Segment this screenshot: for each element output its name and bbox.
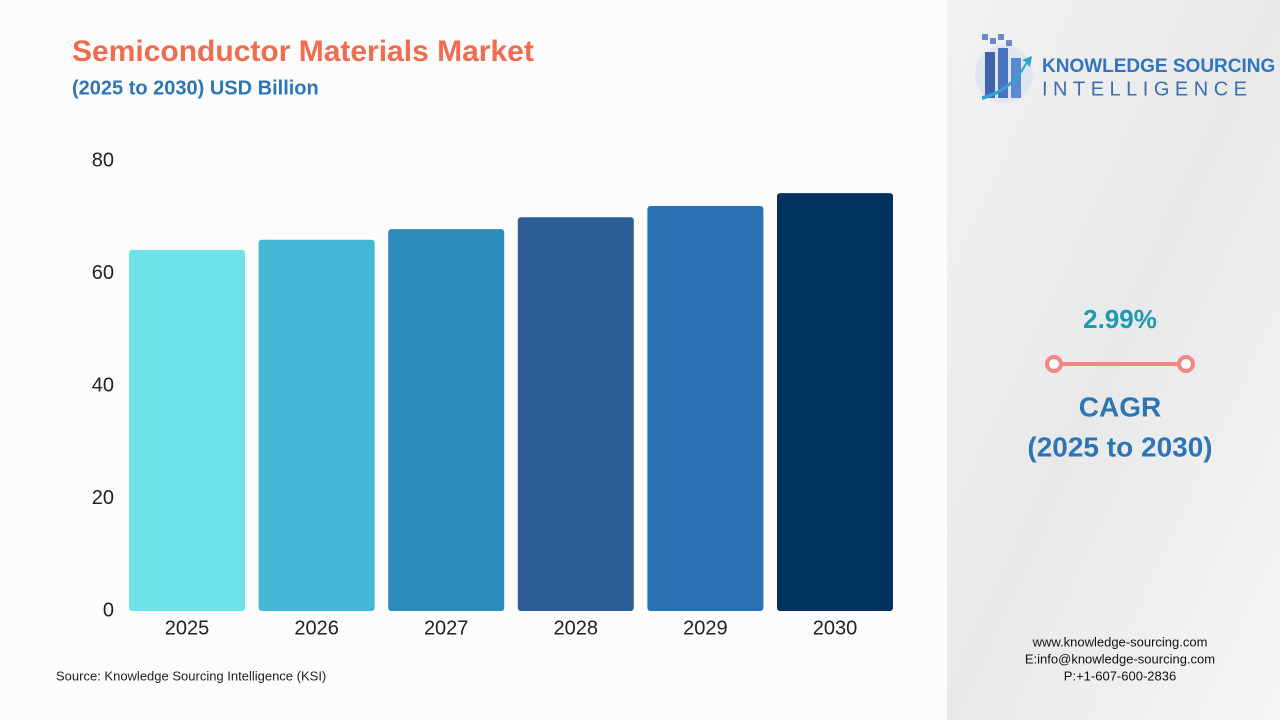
- contact-email: E:info@knowledge-sourcing.com: [1025, 651, 1215, 666]
- y-tick-label: 0: [103, 599, 114, 621]
- connector: [1045, 355, 1195, 373]
- x-tick-label: 2026: [294, 617, 339, 639]
- bar: [777, 193, 893, 611]
- bar: [388, 229, 505, 611]
- bar: [647, 206, 764, 611]
- side-panel: [947, 0, 1280, 720]
- brand-subname: INTELLIGENCE: [1042, 78, 1252, 100]
- bar: [258, 239, 375, 611]
- y-tick-label: 20: [92, 487, 114, 509]
- x-tick-label: 2030: [813, 617, 858, 639]
- y-tick-label: 40: [92, 374, 114, 396]
- chart-subtitle: (2025 to 2030) USD Billion: [72, 77, 319, 99]
- x-tick-label: 2027: [424, 617, 469, 639]
- cagr-label: CAGR: [1079, 391, 1161, 422]
- bar: [517, 217, 634, 611]
- source: Source: Knowledge Sourcing Intelligence …: [56, 668, 326, 683]
- chart-title: Semiconductor Materials Market: [72, 35, 534, 68]
- x-tick-label: 2029: [683, 617, 728, 639]
- bar: [129, 249, 245, 611]
- y-tick-label: 60: [92, 262, 114, 284]
- contact-web: www.knowledge-sourcing.com: [1032, 634, 1208, 649]
- logo-icon: [975, 34, 1033, 103]
- cagr-value: 2.99%: [1083, 304, 1157, 334]
- cagr-period: (2025 to 2030): [1027, 431, 1212, 462]
- contact-phone: P:+1-607-600-2836: [1064, 668, 1176, 683]
- brand-name: KNOWLEDGE SOURCING: [1042, 56, 1275, 77]
- x-tick-label: 2028: [554, 617, 599, 639]
- x-tick-label: 2025: [165, 617, 210, 639]
- y-tick-label: 80: [92, 149, 114, 171]
